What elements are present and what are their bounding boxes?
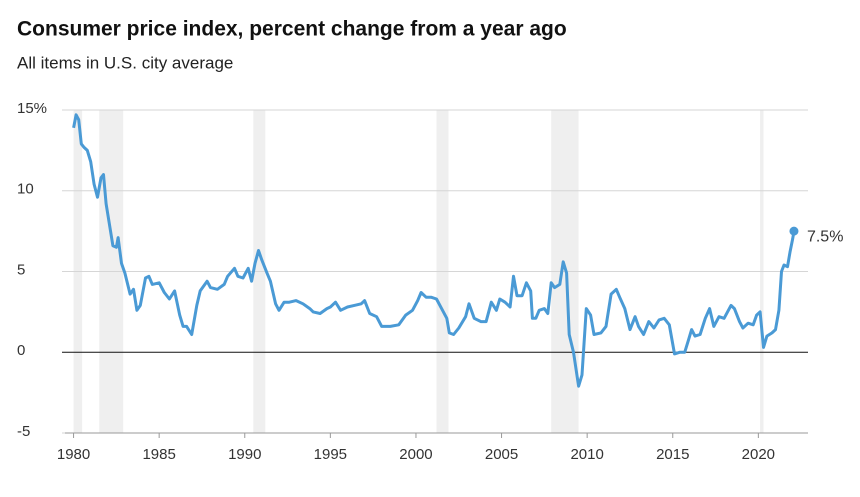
- end-point: [789, 226, 799, 236]
- y-tick-label: 5: [17, 261, 25, 278]
- x-tick-label: 2020: [742, 446, 775, 463]
- y-tick-label: 15%: [17, 100, 47, 117]
- chart-title: Consumer price index, percent change fro…: [17, 18, 567, 41]
- x-tick-label: 1980: [57, 446, 90, 463]
- y-tick-label: 10: [17, 181, 34, 198]
- x-tick-label: 1985: [142, 446, 175, 463]
- x-tick-label: 1995: [314, 446, 347, 463]
- y-tick-label: -5: [17, 423, 30, 440]
- y-tick-label: 0: [17, 342, 25, 359]
- x-tick-label: 2000: [399, 446, 432, 463]
- end-label: 7.5%: [807, 228, 843, 245]
- cpi-line: [72, 113, 796, 388]
- x-tick-label: 2005: [485, 446, 518, 463]
- x-tick-label: 1990: [228, 446, 261, 463]
- chart-subtitle: All items in U.S. city average: [17, 53, 233, 72]
- x-tick-label: 2015: [656, 446, 689, 463]
- x-tick-label: 2010: [570, 446, 603, 463]
